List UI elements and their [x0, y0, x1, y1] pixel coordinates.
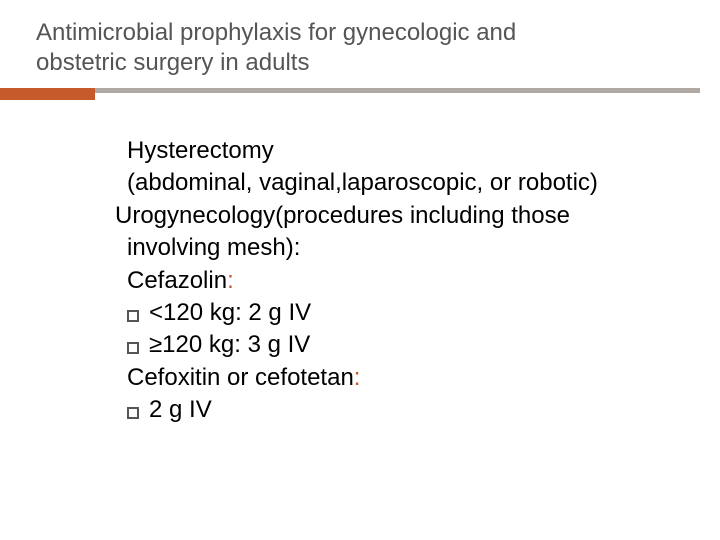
square-bullet-icon	[127, 342, 139, 354]
body-line-urogyn1: Urogynecology(procedures including those	[115, 200, 660, 232]
bullet-row-1: <120 kg: 2 g IV	[115, 297, 660, 329]
bullet-row-3: 2 g IV	[115, 394, 660, 426]
bullet-row-2: ≥120 kg: 3 g IV	[115, 329, 660, 361]
content-body: Hysterectomy (abdominal, vaginal,laparos…	[0, 100, 720, 427]
cefazolin-label: Cefazolin	[127, 267, 227, 294]
bullet-1-text: <120 kg: 2 g IV	[149, 297, 311, 329]
title-area: Antimicrobial prophylaxis for gynecologi…	[0, 0, 720, 78]
cefoxitin-colon: :	[354, 364, 361, 391]
square-bullet-icon	[127, 310, 139, 322]
underline-accent-bar	[0, 88, 95, 100]
bullet-3-text: 2 g IV	[149, 394, 212, 426]
body-line-cefazolin: Cefazolin:	[115, 265, 660, 297]
bullet-2-text: ≥120 kg: 3 g IV	[149, 329, 310, 361]
underline-system	[0, 88, 720, 100]
body-line-hysterectomy: Hysterectomy	[115, 135, 660, 167]
cefazolin-colon: :	[227, 267, 234, 294]
body-line-urogyn2: involving mesh):	[115, 232, 660, 264]
cefoxitin-label: Cefoxitin or cefotetan	[127, 364, 354, 391]
body-line-approaches: (abdominal, vaginal,laparoscopic, or rob…	[115, 167, 660, 199]
square-bullet-icon	[127, 407, 139, 419]
underline-grey-bar	[0, 88, 700, 93]
slide-title-line2: obstetric surgery in adults	[36, 48, 720, 78]
slide-title-line1: Antimicrobial prophylaxis for gynecologi…	[36, 18, 720, 48]
body-line-cefoxitin: Cefoxitin or cefotetan:	[115, 362, 660, 394]
